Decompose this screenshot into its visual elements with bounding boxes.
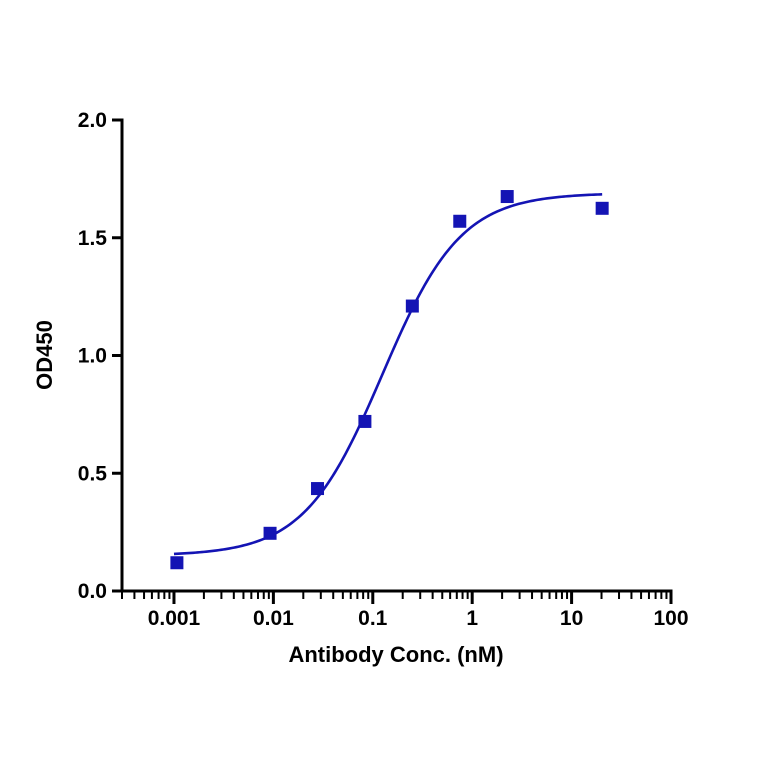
x-tick-label: 0.001 (148, 607, 201, 630)
y-tick-label: 1.0 (78, 345, 107, 368)
fit-curve-layer (173, 193, 603, 556)
y-tick-label: 0.5 (78, 462, 108, 485)
y-axis: 0.0 0.5 1.0 1.5 2.0 (78, 109, 124, 603)
y-axis-title: OD450 (32, 320, 57, 390)
x-tick-label: 100 (653, 607, 688, 630)
x-tick-label: 0.1 (358, 607, 388, 630)
y-tick-label: 1.5 (78, 227, 108, 250)
data-point (405, 299, 419, 313)
data-point (595, 201, 609, 215)
data-point (500, 190, 514, 204)
data-point (453, 214, 467, 228)
x-tick-label: 1 (466, 607, 478, 630)
x-tick-label: 0.01 (253, 607, 294, 630)
fit-curve (173, 193, 603, 556)
data-point (311, 482, 325, 496)
x-axis: 0.001 0.01 0.1 1 10 100 (120, 589, 689, 630)
data-point (170, 556, 184, 570)
data-point (358, 414, 372, 428)
x-axis-title: Antibody Conc. (nM) (288, 642, 503, 667)
y-tick-label: 0.0 (78, 580, 107, 603)
data-points-layer (170, 190, 609, 570)
x-tick-label: 10 (560, 607, 583, 630)
y-tick-label: 2.0 (78, 109, 107, 132)
data-point (263, 526, 277, 540)
